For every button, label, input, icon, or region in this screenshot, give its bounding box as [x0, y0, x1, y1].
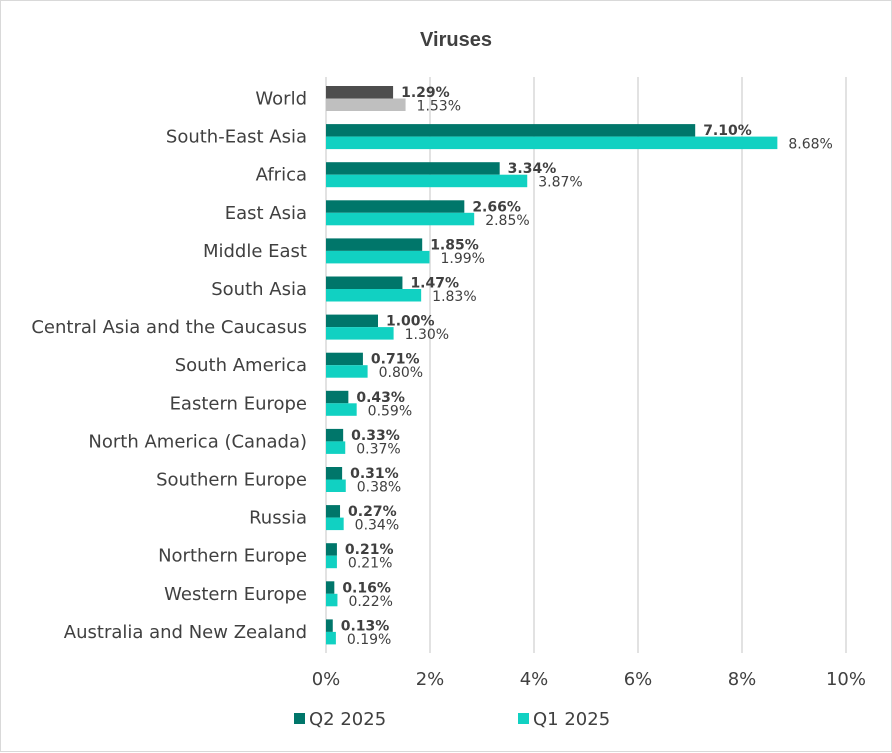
bar-q2 [326, 162, 500, 175]
bar-q2 [326, 276, 403, 289]
bar-q2 [326, 86, 394, 99]
bar-q2 [326, 581, 335, 594]
bar-q1 [326, 479, 346, 492]
data-label-q2: 1.29% [401, 85, 450, 101]
data-label-q1: 2.85% [485, 213, 529, 229]
bar-q2 [326, 124, 696, 137]
data-label-q1: 1.99% [440, 251, 484, 267]
x-tick-label: 10% [826, 669, 866, 690]
bar-q2 [326, 467, 343, 480]
x-tick-label: 0% [312, 669, 341, 690]
bar-q1 [326, 403, 357, 416]
category-label: Central Asia and the Caucasus [31, 317, 307, 338]
bar-q2 [326, 200, 465, 213]
bar-q1 [326, 441, 346, 454]
category-label: Middle East [203, 241, 307, 262]
data-label-q1: 1.30% [405, 327, 449, 343]
data-label-q2: 0.13% [341, 618, 390, 634]
category-label: Russia [249, 508, 307, 529]
bar-q2 [326, 390, 349, 404]
data-label-q2: 0.21% [345, 542, 394, 558]
bar-q2 [326, 543, 337, 556]
bar-q1 [326, 631, 336, 645]
category-label: Australia and New Zealand [64, 622, 307, 643]
category-label: World [255, 89, 307, 110]
data-label-q1: 0.19% [347, 632, 391, 648]
bar-q1 [326, 555, 337, 569]
category-label: Southern Europe [156, 470, 307, 491]
data-label-q1: 0.80% [379, 365, 423, 381]
legend-swatch [518, 713, 529, 724]
bar-q2 [326, 352, 363, 366]
bar-q1 [326, 136, 778, 150]
legend-swatch [294, 713, 305, 724]
bar-q1 [326, 593, 338, 607]
data-labels: 1.29%1.53% 7.10% 8.68% 3.34%3.87% 2.66%2.85%… [341, 85, 833, 648]
data-label-q2: 0.43% [356, 390, 405, 406]
category-label: Eastern Europe [170, 393, 307, 414]
data-label-q2: 1.00% [386, 314, 435, 330]
bar-q1 [326, 517, 344, 531]
data-label-q2: 1.85% [430, 237, 479, 253]
data-label-q2: 0.31% [350, 466, 399, 482]
bar-q2 [326, 619, 333, 632]
category-labels: World South-East Asia Africa East Asia Middl… [31, 89, 307, 643]
category-label: South-East Asia [166, 127, 307, 148]
data-label-q2: 0.27% [348, 504, 397, 520]
data-label-q2: 0.16% [342, 580, 391, 596]
x-tick-label: 4% [520, 669, 549, 690]
bar-q2 [326, 238, 423, 251]
category-label: South America [175, 355, 307, 376]
bar-q2 [326, 505, 341, 518]
bar-q1 [326, 212, 475, 226]
legend-label: Q1 2025 [533, 709, 610, 730]
category-label: Northern Europe [158, 546, 307, 567]
data-label-q2: 0.71% [371, 352, 420, 368]
x-axis-ticks: 0% 2% 4% 6% 8% 10% [312, 669, 866, 690]
data-label-q1: 0.37% [356, 441, 400, 457]
data-label-q1: 1.83% [432, 289, 476, 305]
category-label: Africa [256, 165, 307, 186]
legend: Q2 2025 Q1 2025 [294, 709, 610, 730]
bar-q2 [326, 314, 378, 328]
data-label-q1: 0.34% [355, 518, 399, 534]
data-label-q2: 3.34% [508, 161, 557, 177]
data-label-q2: 2.66% [472, 199, 521, 215]
chart-title: Viruses [420, 29, 492, 51]
bar-q1 [326, 365, 368, 378]
data-label-q2: 1.47% [410, 276, 459, 292]
category-label: East Asia [225, 203, 307, 224]
data-label-q1: 3.87% [538, 175, 582, 191]
legend-label: Q2 2025 [309, 709, 386, 730]
data-label-q1: 0.22% [348, 594, 392, 610]
category-label: North America (Canada) [88, 431, 307, 452]
bar-q1 [326, 98, 406, 111]
bar-q1 [326, 174, 528, 188]
bar-q1 [326, 250, 430, 264]
category-label: Western Europe [164, 584, 307, 605]
data-label-q1: 1.53% [417, 99, 461, 115]
data-label-q2: 0.33% [351, 428, 400, 444]
x-tick-label: 8% [728, 669, 757, 690]
bar-q1 [326, 289, 422, 302]
bars [326, 86, 778, 645]
data-label-q1: 0.38% [357, 480, 401, 496]
x-tick-label: 2% [416, 669, 445, 690]
category-label: South Asia [211, 279, 307, 300]
data-label-q1: 8.68% [788, 137, 832, 153]
data-label-q1: 0.59% [368, 403, 412, 419]
x-tick-label: 6% [624, 669, 653, 690]
data-label-q1: 0.21% [348, 556, 392, 572]
bar-q2 [326, 428, 344, 442]
bar-q1 [326, 327, 394, 340]
data-label-q2: 7.10% [703, 123, 752, 139]
